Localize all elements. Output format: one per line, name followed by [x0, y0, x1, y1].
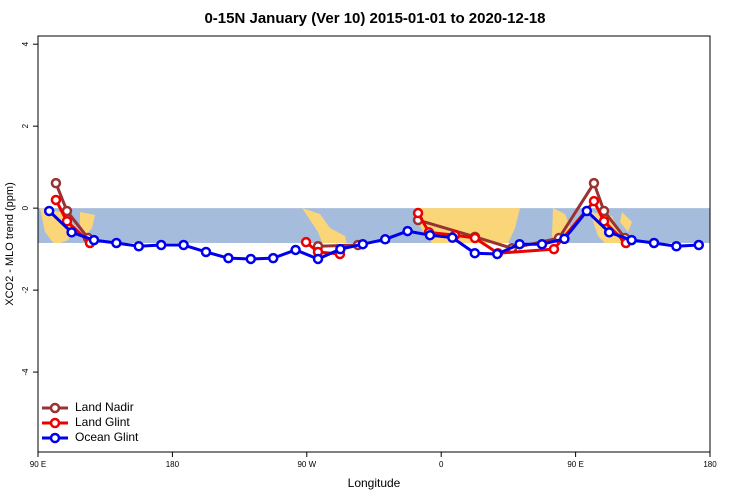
point [469, 232, 481, 244]
y-tick-label: 4 [21, 41, 30, 46]
point [402, 225, 413, 237]
point [50, 177, 62, 189]
legend-marker [49, 402, 61, 414]
x-tick-label: 180 [703, 460, 717, 469]
legend-marker [49, 432, 61, 444]
x-axis-label: Longitude [348, 476, 401, 490]
point [412, 207, 424, 219]
point [267, 252, 279, 264]
point [300, 236, 312, 248]
point [548, 243, 560, 255]
point [536, 238, 548, 250]
point [88, 234, 100, 246]
point [588, 195, 600, 207]
point [335, 243, 346, 255]
point [648, 237, 660, 249]
point [514, 238, 525, 250]
point [598, 216, 610, 227]
legend-marker [49, 417, 61, 429]
point [581, 205, 593, 217]
x-tick-label: 0 [439, 460, 444, 469]
legend-label: Ocean Glint [75, 430, 139, 444]
point [491, 248, 503, 260]
point [424, 229, 436, 241]
y-axis-label: XCO2 - MLO trend (ppm) [4, 182, 16, 305]
y-tick-label: 0 [21, 205, 30, 210]
point [559, 233, 570, 245]
x-tick-label: 90 E [30, 460, 46, 469]
point [312, 253, 324, 265]
point [111, 237, 122, 249]
legend-label: Land Glint [75, 415, 130, 429]
point [43, 205, 55, 217]
point [379, 234, 391, 245]
point [469, 247, 481, 259]
x-tick-label: 90 E [567, 460, 583, 469]
point [626, 234, 637, 246]
point [66, 227, 77, 238]
point [178, 239, 189, 251]
x-tick-label: 90 W [297, 460, 316, 469]
plot-frame [37, 35, 711, 453]
chart-title: 0-15N January (Ver 10) 2015-01-01 to 202… [204, 10, 545, 27]
x-tick-label: 180 [166, 460, 180, 469]
point [155, 239, 167, 251]
point [357, 238, 369, 250]
point [223, 252, 234, 264]
point [245, 253, 257, 265]
legend-label: Land Nadir [75, 400, 134, 414]
point [50, 194, 62, 206]
point [447, 232, 458, 243]
y-tick-label: -2 [21, 286, 30, 294]
point [61, 216, 73, 227]
point [290, 244, 301, 256]
point [588, 177, 600, 189]
y-tick-label: -4 [21, 368, 30, 376]
point [671, 241, 682, 252]
point [603, 227, 615, 238]
point [693, 239, 705, 251]
point [133, 241, 145, 252]
y-tick-label: 2 [21, 123, 30, 128]
point [200, 246, 212, 258]
